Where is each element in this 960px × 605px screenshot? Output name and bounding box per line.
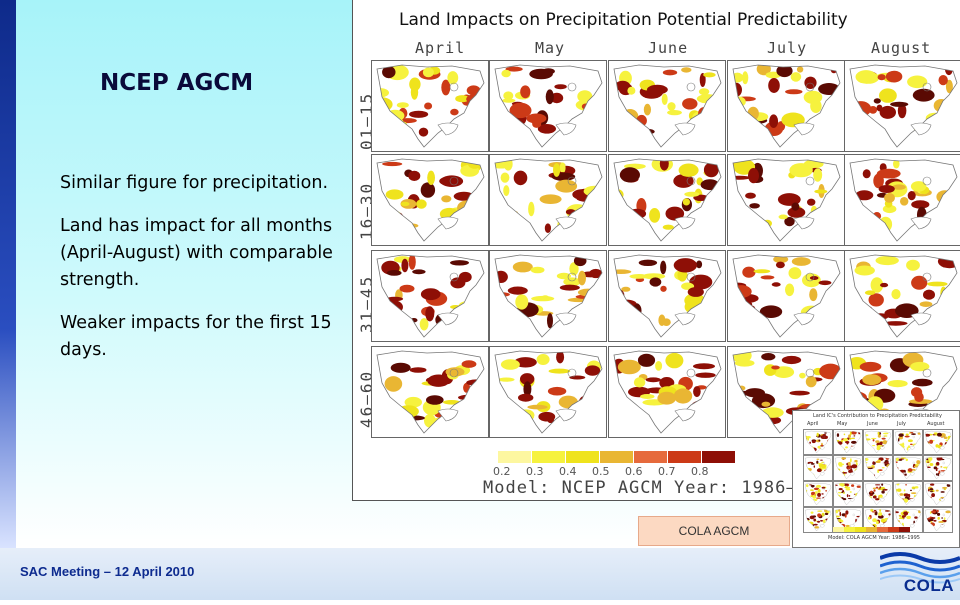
inset-map-r1-c5 (923, 429, 953, 455)
body-paragraph-2: Land has impact for all months (April-Au… (60, 216, 333, 290)
map-panel-r1-c5 (844, 60, 960, 152)
map-panel-r3-c4 (727, 250, 845, 342)
body-paragraph-3: Weaker impacts for the first 15 days. (60, 313, 332, 360)
colorbar-tick-label: 0.8 (691, 465, 709, 478)
inset-colorbar-segment (833, 527, 844, 532)
body-paragraph-1: Similar figure for precipitation. (60, 173, 329, 193)
month-label-july: July (767, 39, 808, 57)
inset-map-r1-c2 (833, 429, 863, 455)
cola-logo: COLA (879, 548, 960, 600)
colorbar-tick-label: 0.2 (493, 465, 511, 478)
map-panel-r2-c1 (371, 154, 489, 246)
map-panel-r4-c3 (608, 346, 726, 438)
inset-month-label: May (837, 421, 848, 427)
map-panel-r2-c3 (608, 154, 726, 246)
colorbar-segment (634, 451, 668, 463)
inset-map-r2-c2 (833, 455, 863, 481)
inset-map-r3-c3 (863, 481, 893, 507)
inset-model-caption: Model: COLA AGCM Year: 1986–1995 (828, 535, 920, 541)
cola-agcm-inset-figure: Land IC's Contribution to Precipitation … (792, 410, 960, 548)
cola-logo-waves-icon (879, 552, 960, 584)
month-label-may: May (535, 39, 566, 57)
colorbar-segment (498, 451, 532, 463)
inset-map-r3-c4 (893, 481, 923, 507)
logo-text: COLA (903, 576, 954, 595)
footer-meeting-text: SAC Meeting – 12 April 2010 (20, 564, 195, 579)
colorbar-tick-label: 0.6 (625, 465, 643, 478)
colorbar-tick-label: 0.3 (526, 465, 544, 478)
inset-map-r1-c3 (863, 429, 893, 455)
colorbar-segment (600, 451, 634, 463)
left-accent-bar (0, 0, 16, 548)
map-panel-r1-c1 (371, 60, 489, 152)
colorbar-tick-label: 0.5 (592, 465, 610, 478)
inset-map-r1-c1 (803, 429, 833, 455)
inset-map-r3-c1 (803, 481, 833, 507)
colorbar-segment (532, 451, 566, 463)
colorbar-segment (702, 451, 736, 463)
slide-title: NCEP AGCM (100, 70, 254, 96)
inset-map-r2-c1 (803, 455, 833, 481)
map-panel-r3-c5 (844, 250, 960, 342)
inset-map-r4-c1 (803, 507, 833, 533)
precipitation-predictability-figure: Land Impacts on Precipitation Potential … (352, 0, 960, 501)
colorbar-tick-label: 0.4 (559, 465, 577, 478)
inset-colorbar (833, 527, 910, 532)
map-panel-r1-c2 (489, 60, 607, 152)
map-panel-r3-c3 (608, 250, 726, 342)
month-label-june: June (648, 39, 689, 57)
model-caption: Model: NCEP AGCM Year: 1986– (483, 478, 798, 498)
map-panel-r2-c4 (727, 154, 845, 246)
inset-month-label: April (807, 421, 819, 427)
month-label-april: April (415, 39, 466, 57)
footer-bar (0, 548, 960, 600)
map-panel-r2-c2 (489, 154, 607, 246)
colorbar-segment (566, 451, 600, 463)
slide-body: Similar figure for precipitation. Land h… (60, 170, 350, 380)
map-panel-r4-c2 (489, 346, 607, 438)
map-panel-r3-c2 (489, 250, 607, 342)
inset-month-label: August (927, 421, 945, 427)
inset-colorbar-segment (866, 527, 877, 532)
inset-map-r3-c2 (833, 481, 863, 507)
map-panel-r1-c3 (608, 60, 726, 152)
month-label-august: August (871, 39, 932, 57)
colorbar (498, 451, 736, 463)
inset-colorbar-segment (888, 527, 899, 532)
inset-map-r3-c5 (923, 481, 953, 507)
cola-agcm-label: COLA AGCM (638, 516, 790, 546)
inset-colorbar-segment (844, 527, 855, 532)
map-panel-r4-c1 (371, 346, 489, 438)
inset-map-r2-c4 (893, 455, 923, 481)
inset-colorbar-segment (899, 527, 910, 532)
inset-month-label: July (897, 421, 906, 427)
map-panel-r1-c4 (727, 60, 845, 152)
inset-colorbar-segment (855, 527, 866, 532)
colorbar-segment (668, 451, 702, 463)
map-panel-r3-c1 (371, 250, 489, 342)
inset-map-r2-c3 (863, 455, 893, 481)
inset-map-r2-c5 (923, 455, 953, 481)
map-panel-r2-c5 (844, 154, 960, 246)
colorbar-tick-label: 0.7 (658, 465, 676, 478)
inset-month-label: June (867, 421, 878, 427)
inset-map-r4-c5 (923, 507, 953, 533)
inset-map-r1-c4 (893, 429, 923, 455)
inset-colorbar-segment (877, 527, 888, 532)
inset-title: Land IC's Contribution to Precipitation … (813, 413, 942, 419)
figure-title: Land Impacts on Precipitation Potential … (399, 10, 848, 30)
